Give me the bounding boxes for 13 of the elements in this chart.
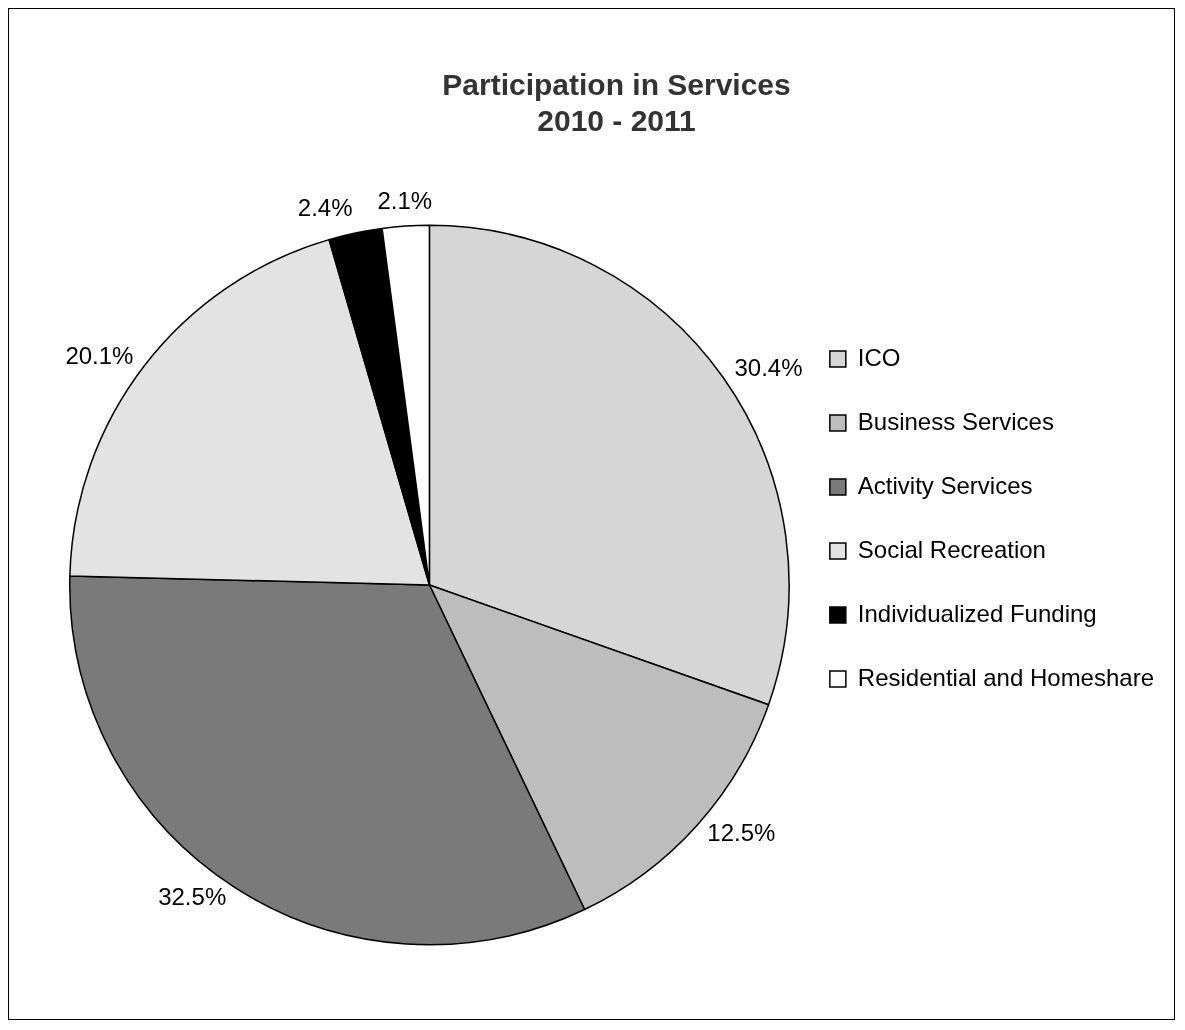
legend-label: Residential and Homeshare <box>857 663 1154 691</box>
data-label: 20.1% <box>65 341 134 369</box>
data-label: 2.4% <box>297 193 353 221</box>
data-label: 32.5% <box>158 883 227 911</box>
data-label: 30.4% <box>734 353 803 381</box>
legend-label: Business Services <box>857 407 1054 435</box>
legend-label: ICO <box>857 343 901 371</box>
data-label: 12.5% <box>707 819 776 847</box>
legend-label: Individualized Funding <box>857 599 1097 627</box>
data-label: 2.1% <box>377 186 433 214</box>
legend-label: Activity Services <box>857 471 1033 499</box>
legend-label: Social Recreation <box>857 535 1046 563</box>
chart-title: Participation in Services 2010 - 2011 <box>442 68 791 138</box>
